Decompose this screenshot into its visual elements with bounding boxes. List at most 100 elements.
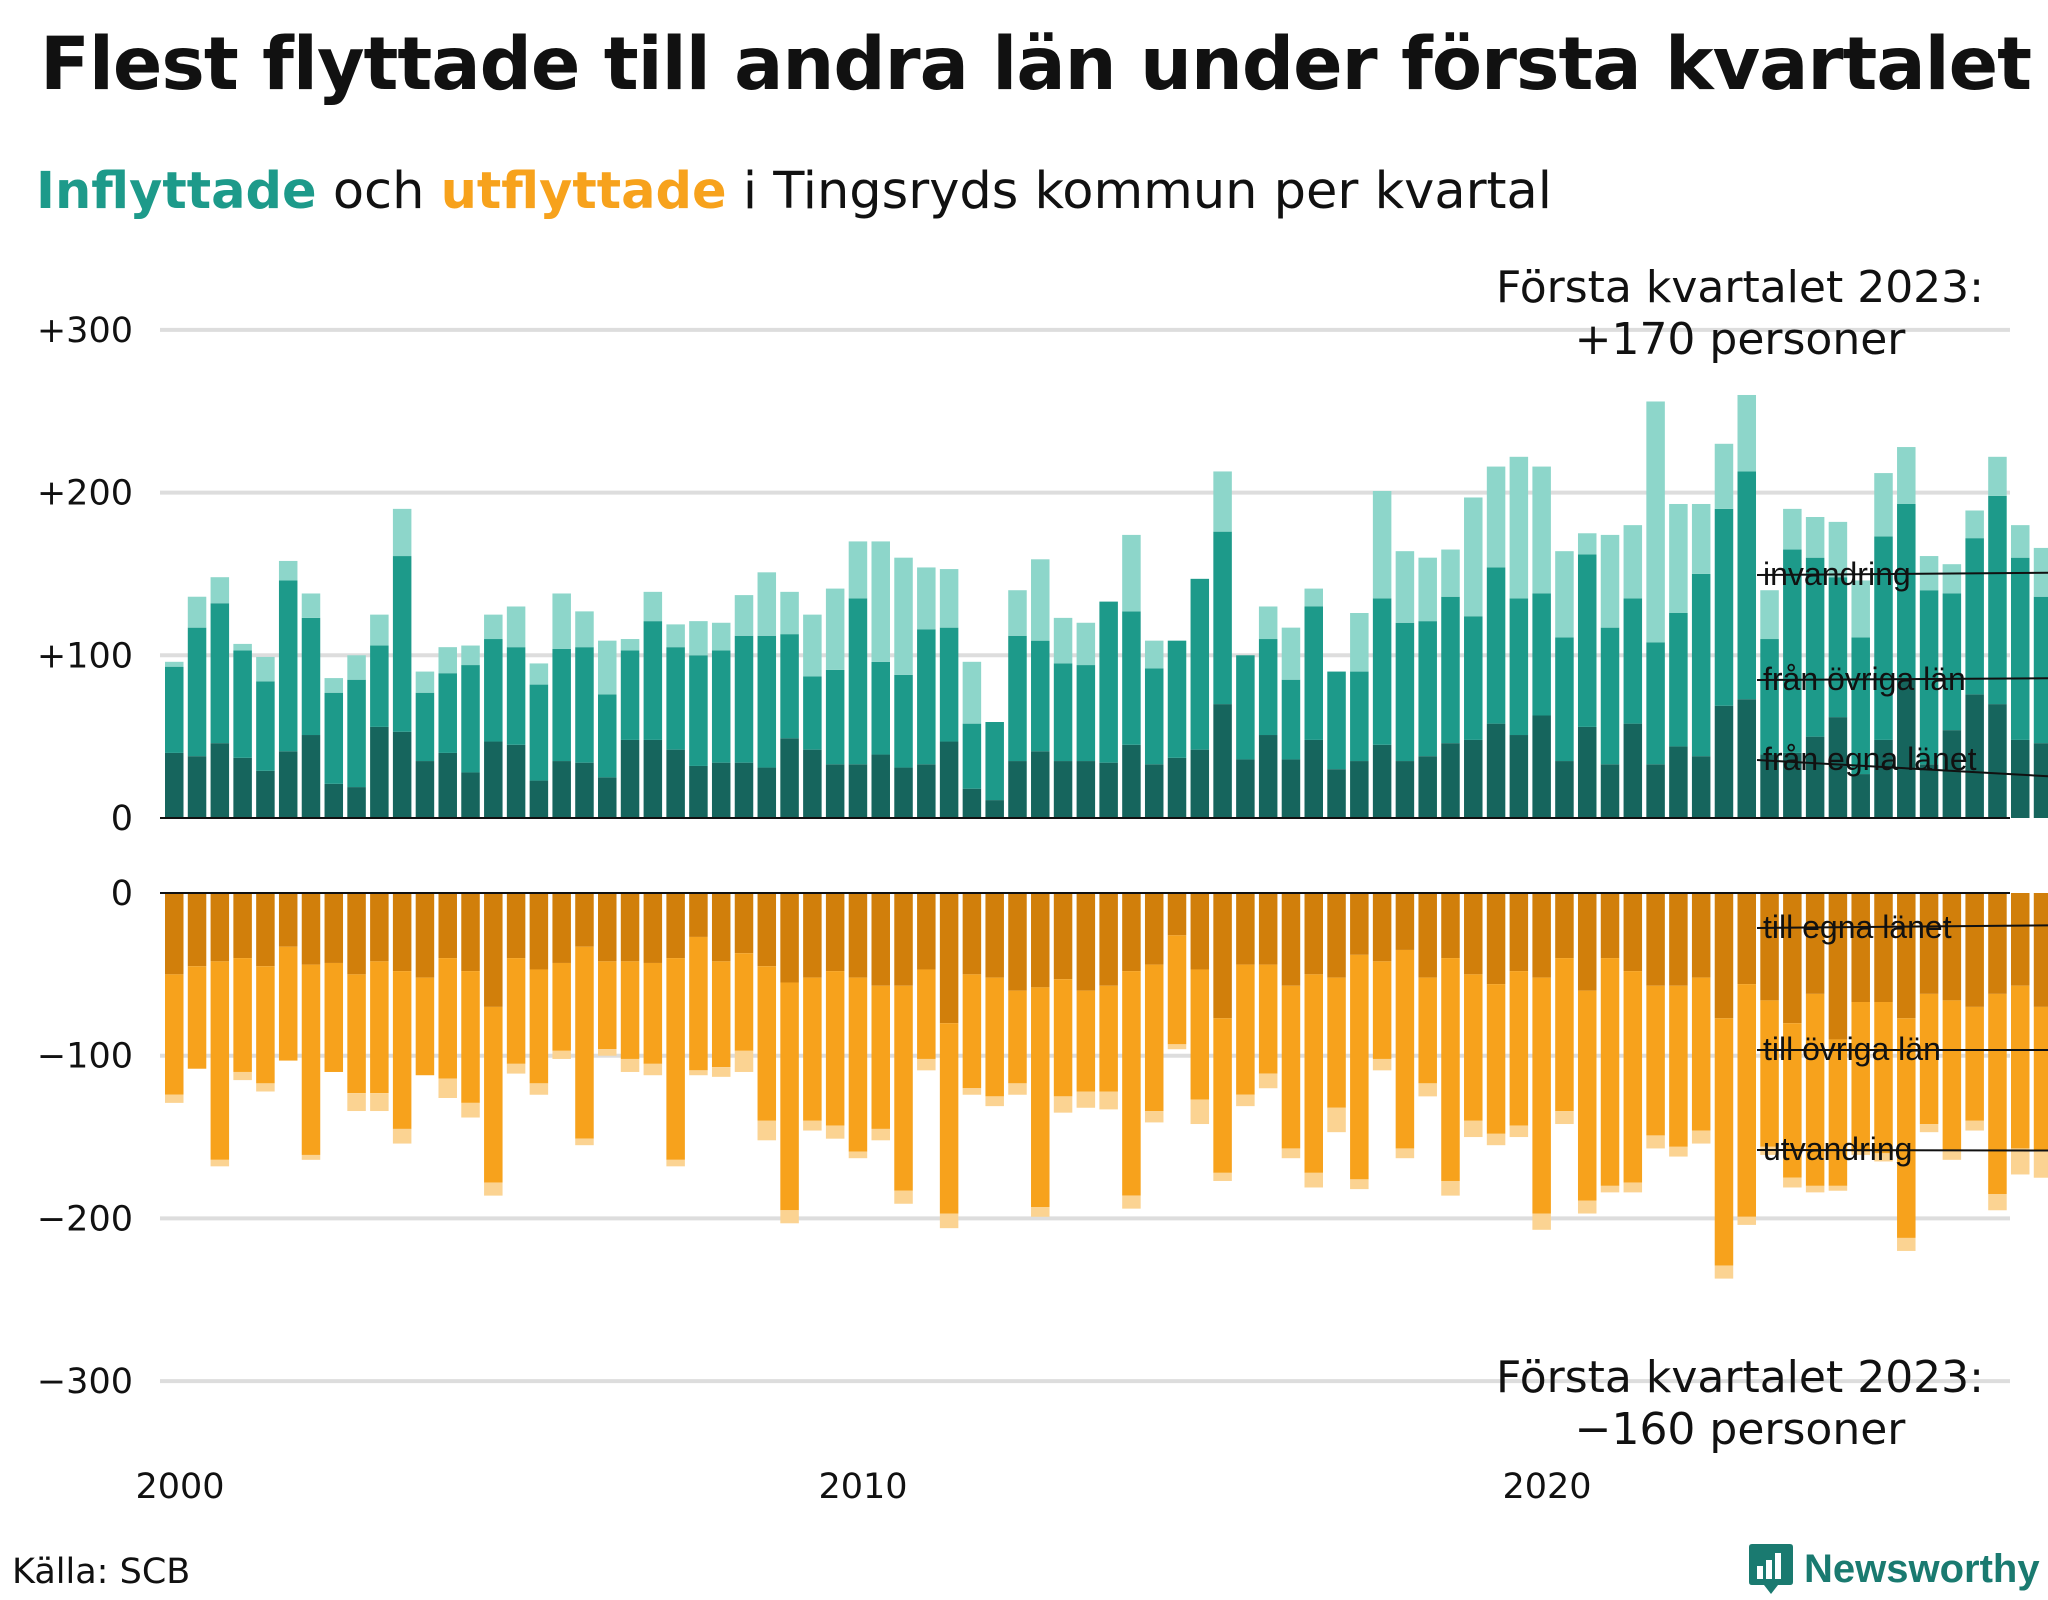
bar-in-segment [1509, 456, 1529, 599]
bar-in-segment [233, 650, 252, 758]
bar-in-segment [780, 591, 799, 635]
bar-in-segment [1190, 578, 1210, 750]
bar-out-segment [620, 1058, 640, 1072]
bar-out-segment [1099, 1091, 1118, 1110]
bar-out-segment [1669, 1146, 1688, 1157]
bar-out-segment [1031, 893, 1050, 988]
bar-in-segment [1965, 510, 1984, 539]
bar-in-segment [1851, 580, 1870, 638]
bar-out-segment [939, 1023, 959, 1214]
bar-out-segment [256, 893, 275, 967]
y-tick-label-in: +300 [37, 311, 133, 351]
bar-in-segment [825, 764, 845, 818]
bar-in-segment [2033, 743, 2048, 818]
subtitle-utflyttade: utflyttade [440, 162, 727, 221]
bar-in-segment [1897, 447, 1916, 504]
bar-in-segment [1760, 639, 1779, 755]
bar-out-segment [666, 958, 685, 1160]
bar-out-segment [1942, 893, 1962, 1001]
brand-name: Newsworthy [1804, 1546, 2040, 1591]
bar-in-segment [620, 650, 640, 740]
y-tick-label-in: +100 [37, 636, 133, 676]
bar-out-segment [985, 977, 1004, 1097]
bar-in-segment [1031, 751, 1050, 818]
label-leader-line [1756, 924, 2048, 929]
bar-out-segment [643, 962, 663, 1064]
bar-in-segment [917, 764, 936, 818]
bar-in-segment [1509, 598, 1529, 736]
chart-subtitle: Inflyttade och utflyttade i Tingsryds ko… [36, 162, 1552, 221]
bar-in-segment [1372, 744, 1392, 818]
bar-out-segment [2033, 1151, 2048, 1178]
bar-in-segment [1144, 640, 1164, 669]
y-tick-label-out: −100 [37, 1037, 133, 1077]
subtitle-inflyttade: Inflyttade [36, 162, 317, 221]
bar-out-segment [598, 1049, 617, 1056]
bar-out-segment [1851, 1151, 1870, 1155]
bar-in-segment [1965, 694, 1984, 818]
bar-in-segment [803, 676, 822, 750]
series-label-out: utvandring [1763, 1131, 1912, 1167]
bar-out-segment [1600, 958, 1620, 1186]
bar-in-segment [347, 679, 366, 788]
bar-out-segment [1965, 1006, 1984, 1121]
bar-out-segment [2010, 1148, 2030, 1175]
bar-out-segment [1372, 893, 1392, 962]
bar-in-segment [347, 787, 366, 818]
bar-in-segment [825, 669, 845, 765]
bar-in-segment [757, 767, 777, 818]
bar-out-segment [1031, 987, 1050, 1208]
bar-out-segment [711, 893, 731, 962]
bar-out-segment [689, 936, 708, 1071]
bar-in-segment [461, 665, 480, 773]
bar-out-segment [1304, 974, 1323, 1173]
bar-in-segment [233, 757, 252, 818]
bar-in-segment [1623, 723, 1643, 818]
bar-in-segment [256, 656, 275, 682]
bar-in-segment [1600, 534, 1620, 628]
bar-out-segment [1464, 1120, 1483, 1138]
bar-in-segment [1031, 640, 1050, 752]
bar-in-segment [1555, 551, 1574, 638]
bar-in-segment [689, 655, 708, 766]
bar-in-segment [1213, 531, 1232, 705]
bar-in-segment [894, 674, 913, 768]
bar-out-segment [666, 1159, 685, 1167]
bar-out-segment [347, 893, 366, 975]
bar-out-segment [1874, 1002, 1893, 1154]
bar-in-segment [1805, 517, 1825, 558]
chart-title: Flest flyttade till andra län under förs… [40, 22, 2032, 107]
bar-in-segment [1577, 554, 1597, 727]
bar-out-segment [1828, 893, 1848, 1040]
bar-in-segment [484, 614, 503, 640]
bar-out-segment [392, 1128, 412, 1144]
bar-out-segment [1805, 993, 1825, 1186]
bar-out-segment [1236, 893, 1255, 965]
bar-in-segment [1874, 739, 1893, 818]
bar-in-segment [1555, 761, 1574, 818]
bar-out-segment [415, 977, 435, 1076]
bar-in-segment [689, 621, 708, 656]
bar-in-segment [552, 648, 571, 762]
y-tick-label-out: −200 [37, 1199, 133, 1239]
bar-out-segment [484, 893, 503, 1007]
bar-out-segment [1418, 977, 1437, 1084]
bar-out-segment [506, 958, 526, 1064]
bar-in-segment [1897, 503, 1916, 680]
bar-in-segment [1805, 736, 1825, 818]
bar-out-segment [939, 1213, 959, 1229]
bar-out-segment [1486, 893, 1506, 985]
bar-in-segment [461, 772, 480, 818]
bar-in-segment [1874, 473, 1893, 537]
bar-out-segment [1258, 893, 1278, 965]
bar-out-segment [803, 893, 822, 978]
annotation-top-line1: Första kvartalet 2023: [1496, 262, 1984, 313]
bar-out-segment [825, 893, 845, 972]
bar-out-segment [233, 958, 252, 1072]
bar-out-segment [301, 1154, 321, 1160]
bar-out-segment [734, 953, 754, 1051]
bar-out-segment [1760, 893, 1779, 1001]
bar-in-segment [1919, 590, 1939, 765]
bar-in-segment [1714, 508, 1734, 706]
bar-out-segment [1053, 893, 1073, 980]
